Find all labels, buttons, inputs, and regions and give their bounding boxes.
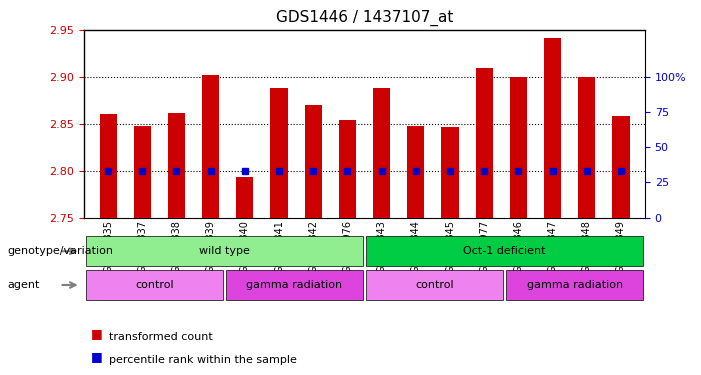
Text: ■: ■ <box>91 327 103 340</box>
Bar <box>373 88 390 218</box>
Text: Oct-1 deficient: Oct-1 deficient <box>463 246 546 256</box>
Bar <box>236 177 253 218</box>
Title: GDS1446 / 1437107_at: GDS1446 / 1437107_at <box>275 10 454 26</box>
FancyBboxPatch shape <box>367 236 644 266</box>
Text: wild type: wild type <box>199 246 250 256</box>
Bar <box>442 127 458 218</box>
Bar <box>100 114 116 218</box>
Bar <box>271 88 287 218</box>
Bar <box>544 38 561 218</box>
Bar <box>613 116 629 218</box>
Text: percentile rank within the sample: percentile rank within the sample <box>109 355 297 365</box>
Bar <box>134 126 151 218</box>
Bar <box>407 126 424 218</box>
Text: gamma radiation: gamma radiation <box>526 280 623 290</box>
Bar <box>202 75 219 217</box>
Bar <box>510 77 527 218</box>
Bar <box>578 77 595 218</box>
Bar <box>476 68 493 218</box>
FancyBboxPatch shape <box>86 270 223 300</box>
Text: genotype/variation: genotype/variation <box>7 246 113 256</box>
Bar <box>305 105 322 218</box>
Text: agent: agent <box>7 280 39 290</box>
Text: transformed count: transformed count <box>109 333 212 342</box>
Bar <box>168 112 185 218</box>
FancyBboxPatch shape <box>226 270 363 300</box>
Bar <box>339 120 356 218</box>
Text: control: control <box>135 280 174 290</box>
FancyBboxPatch shape <box>507 270 644 300</box>
FancyBboxPatch shape <box>86 236 363 266</box>
Text: control: control <box>415 280 454 290</box>
FancyBboxPatch shape <box>367 270 503 300</box>
Text: ■: ■ <box>91 350 103 363</box>
Text: gamma radiation: gamma radiation <box>246 280 343 290</box>
